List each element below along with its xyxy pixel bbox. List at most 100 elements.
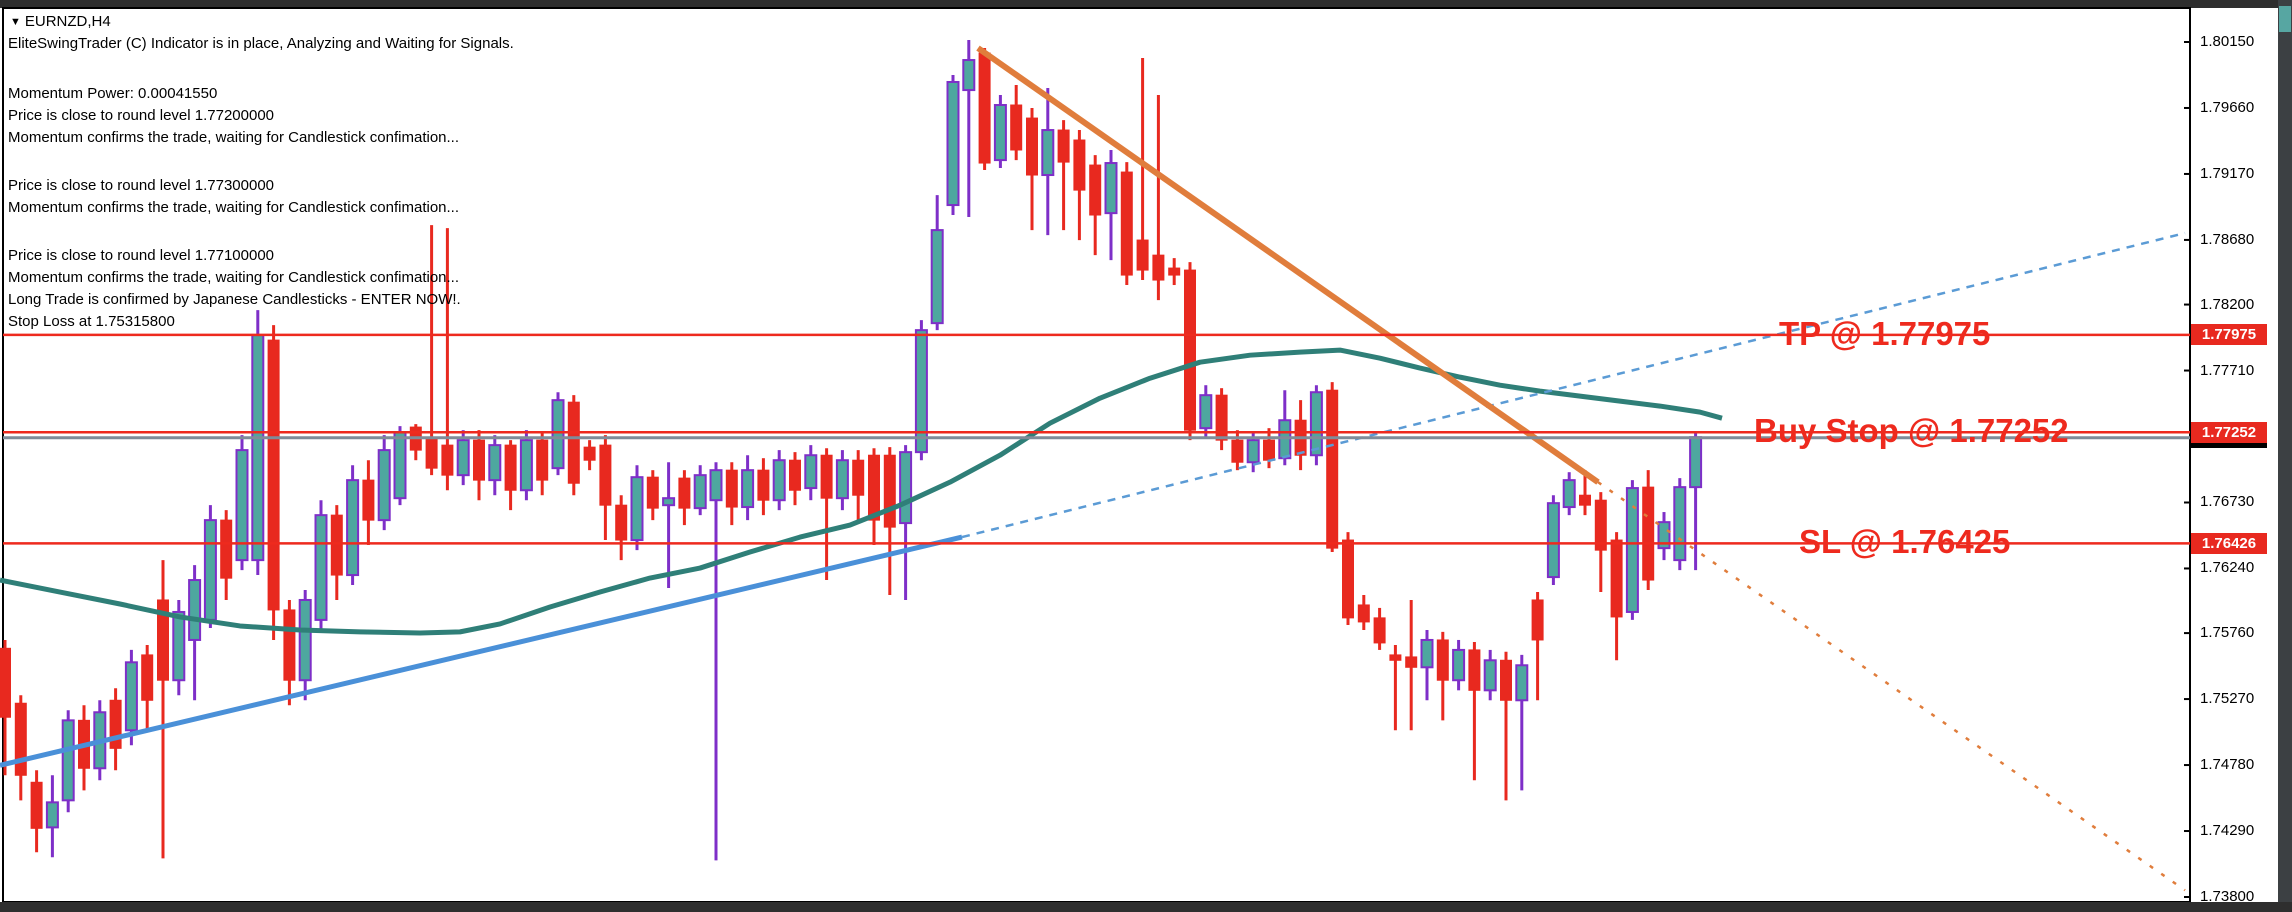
candle-body [757,469,770,501]
candle-body [473,439,485,481]
candle-body [0,647,11,718]
candle-body [852,459,865,496]
candle-body [1104,162,1118,215]
candle-body [314,514,328,621]
candle-body [1231,439,1244,463]
candle-body [1357,604,1370,623]
scrollbar-thumb[interactable] [2279,6,2291,32]
candle-body [1199,394,1213,430]
candle-body [283,609,296,681]
price-axis[interactable]: 1.80150 1.79660 1.79170 1.78680 1.78200 1.777… [2191,0,2279,912]
y-axis-label: 1.80150 [2200,33,2255,50]
chevron-down-icon[interactable]: ▼ [10,16,21,28]
candle-body [393,431,407,500]
candle-body [1594,499,1607,551]
candle-body [630,476,644,542]
buy-stop-label[interactable]: Buy Stop @ 1.77252 [1754,412,2069,450]
window-top-border [0,0,2292,8]
y-axis-label: 1.77710 [2200,361,2255,379]
candle-body [488,444,502,482]
candle-body [1483,659,1497,692]
candle-body [868,454,880,521]
y-axis-label: 1.79660 [2200,98,2255,116]
candle-body [172,610,186,682]
candle-body [1562,479,1576,509]
symbol-title[interactable]: ▼ EURNZD,H4 [10,13,111,30]
candle-body [1610,539,1623,618]
candle-body [709,469,723,502]
y-axis-label: 1.78680 [2200,230,2255,248]
candle-body [45,801,59,829]
candle-body [1405,656,1418,668]
candle-body [914,329,928,454]
candle-body [1215,394,1228,441]
level-price-badge: 1.77252 [2191,421,2267,443]
candle-body [1689,436,1703,489]
candle-body [441,444,454,476]
candle-body [456,439,470,477]
candle-body [141,654,154,701]
candle-body [1579,494,1591,506]
candle-body [993,104,1007,162]
candle-body [1389,654,1402,661]
level-price-badge: 1.76426 [2191,532,2267,554]
candle-body [1057,129,1070,163]
support-trendline-solid [0,534,963,768]
y-axis-label: 1.74290 [2200,822,2255,840]
candle-body [978,52,991,164]
candle-body [662,497,676,507]
candle-body [14,702,27,776]
candle-body [946,80,960,207]
candle-body [693,474,707,510]
candle-body [930,229,944,325]
candle-body [835,459,849,500]
candle-body [1420,638,1434,669]
candle-body [330,514,343,576]
resistance-trendline-solid [976,45,1600,485]
candle-body [789,459,801,491]
candle-body [1010,104,1023,151]
candle-body [1073,139,1086,191]
candle-body [267,339,280,611]
candle-body [1309,391,1323,457]
plot-frame [2,7,2191,903]
level-price-badge: 1.77975 [2191,324,2267,346]
candle-body [1531,599,1544,641]
candle-body [1657,521,1671,550]
take-profit-label[interactable]: TP @ 1.77975 [1779,314,1991,352]
candle-body [1515,664,1529,702]
candle-body [1500,659,1512,701]
y-axis-label: 1.75270 [2200,690,2255,708]
window-bottom-border [0,902,2292,912]
candle-body [1246,439,1260,464]
candle-body [536,439,549,481]
candle-body [1152,254,1165,281]
y-axis-label: 1.76730 [2200,493,2255,511]
candle-body [1263,439,1275,461]
candle-body [551,399,565,470]
symbol-title-label: EURNZD,H4 [24,13,111,30]
window-right-strip [2278,0,2292,912]
candle-body [599,444,612,506]
candle-body [615,504,628,541]
candle-body [1673,486,1687,562]
y-axis-label: 1.78200 [2200,295,2255,313]
candle-body [741,469,755,509]
candle-body [678,477,691,509]
candle-body [1326,389,1339,549]
stop-loss-label[interactable]: SL @ 1.76425 [1799,523,2011,561]
candle-body [425,437,438,469]
candle-body [188,579,202,641]
candle-body [251,334,265,562]
candle-body [583,446,596,461]
candle-body [567,401,580,484]
candle-body [1168,267,1181,276]
candle-body [61,719,75,802]
candle-body [298,598,312,682]
candle-body [203,519,217,621]
candle-body [962,59,976,92]
candle-body [1436,639,1449,681]
candle-body [519,439,533,492]
